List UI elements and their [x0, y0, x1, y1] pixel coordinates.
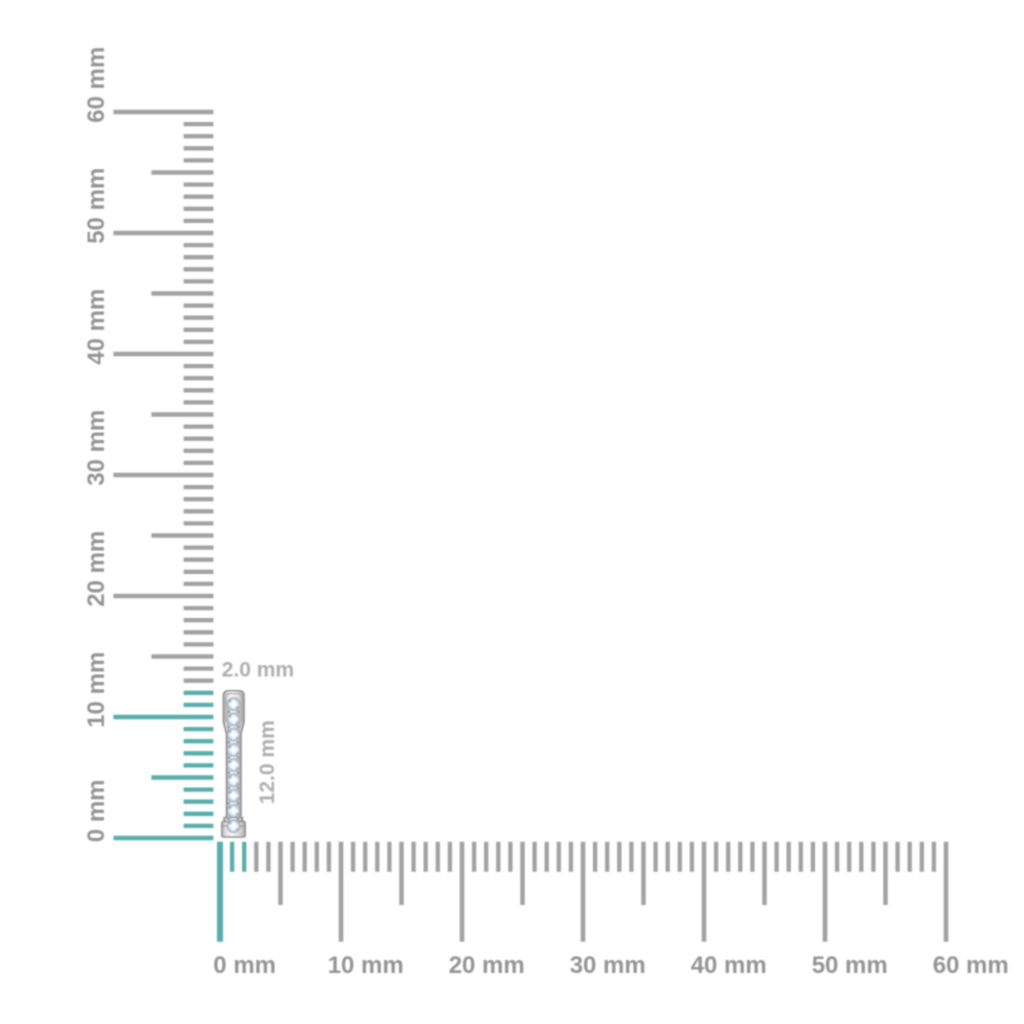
svg-text:40 mm: 40 mm: [83, 289, 110, 365]
svg-text:12.0 mm: 12.0 mm: [256, 720, 279, 804]
svg-text:40 mm: 40 mm: [691, 952, 767, 979]
svg-text:20 mm: 20 mm: [449, 952, 525, 979]
svg-text:60 mm: 60 mm: [933, 952, 1009, 979]
svg-text:60 mm: 60 mm: [83, 47, 110, 123]
svg-text:30 mm: 30 mm: [570, 952, 646, 979]
svg-text:2.0 mm: 2.0 mm: [222, 659, 294, 682]
svg-text:0 mm: 0 mm: [213, 952, 276, 979]
svg-text:10 mm: 10 mm: [328, 952, 404, 979]
svg-text:10 mm: 10 mm: [83, 652, 110, 728]
svg-text:30 mm: 30 mm: [83, 410, 110, 486]
svg-text:50 mm: 50 mm: [812, 952, 888, 979]
svg-text:20 mm: 20 mm: [83, 531, 110, 607]
svg-text:50 mm: 50 mm: [83, 168, 110, 244]
svg-text:0 mm: 0 mm: [83, 779, 110, 842]
